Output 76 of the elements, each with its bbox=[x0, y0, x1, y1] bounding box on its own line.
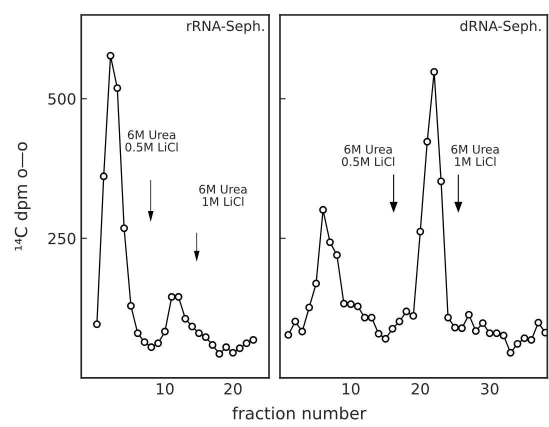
point bbox=[326, 238, 334, 246]
annotation: 6M Urea 1M LiCl bbox=[199, 184, 247, 206]
point bbox=[451, 324, 459, 332]
point bbox=[120, 224, 128, 232]
point bbox=[202, 333, 210, 342]
point bbox=[215, 350, 224, 358]
y-axis-title: ¹⁴C dpm o—o bbox=[14, 142, 31, 250]
chart-title: rRNA-Seph. bbox=[187, 20, 264, 34]
point bbox=[93, 320, 101, 328]
point bbox=[319, 206, 327, 214]
point bbox=[416, 228, 424, 236]
point bbox=[161, 328, 169, 336]
point bbox=[174, 293, 182, 301]
x-tick-label: 20 bbox=[412, 383, 429, 395]
x-tick-label: 30 bbox=[481, 383, 498, 395]
point bbox=[396, 318, 404, 326]
point bbox=[388, 324, 396, 333]
point bbox=[423, 138, 432, 146]
x-axis-title: fraction number bbox=[232, 406, 366, 420]
annotation: 6M Urea 0.5M LiCl bbox=[342, 144, 394, 166]
point bbox=[506, 348, 514, 357]
point bbox=[514, 340, 522, 348]
point bbox=[249, 336, 258, 344]
point bbox=[478, 319, 487, 328]
point bbox=[340, 300, 348, 308]
x-tick-label: 10 bbox=[342, 383, 360, 395]
point bbox=[458, 324, 466, 332]
point bbox=[444, 314, 452, 322]
point bbox=[284, 331, 292, 339]
point bbox=[464, 310, 473, 319]
point bbox=[527, 336, 536, 344]
x-tick-label: 20 bbox=[224, 383, 242, 395]
point bbox=[291, 318, 300, 326]
point bbox=[500, 332, 508, 340]
point bbox=[430, 68, 438, 76]
point bbox=[520, 334, 528, 342]
point bbox=[298, 328, 306, 336]
point bbox=[106, 52, 114, 60]
point bbox=[147, 343, 156, 352]
point bbox=[154, 339, 162, 348]
annotation: 6M Urea 1M LiCl bbox=[451, 144, 499, 166]
point bbox=[134, 329, 142, 338]
point bbox=[236, 344, 244, 352]
point bbox=[486, 329, 494, 338]
point bbox=[113, 84, 122, 92]
point bbox=[382, 334, 390, 343]
point bbox=[140, 338, 148, 346]
point bbox=[534, 318, 542, 327]
point bbox=[242, 339, 250, 348]
point bbox=[100, 172, 108, 180]
point bbox=[222, 343, 230, 352]
y-tick-label: 500 bbox=[48, 93, 76, 105]
x-tick-label: 10 bbox=[156, 383, 174, 395]
point bbox=[195, 329, 203, 338]
point bbox=[437, 177, 445, 186]
point bbox=[312, 280, 320, 288]
point bbox=[492, 329, 501, 338]
point bbox=[402, 308, 410, 316]
point bbox=[472, 327, 480, 335]
point bbox=[409, 312, 418, 320]
point bbox=[374, 330, 382, 338]
point bbox=[188, 322, 196, 330]
point bbox=[360, 314, 369, 322]
chart-title: dRNA-Seph. bbox=[460, 20, 541, 34]
point bbox=[305, 304, 314, 312]
point bbox=[229, 348, 237, 357]
point bbox=[368, 314, 376, 322]
point bbox=[354, 302, 362, 310]
y-tick-label: 250 bbox=[48, 232, 76, 244]
point bbox=[127, 302, 135, 310]
point bbox=[346, 300, 355, 308]
point bbox=[181, 314, 190, 323]
point bbox=[168, 293, 176, 301]
point bbox=[333, 251, 341, 259]
annotation: 6M Urea 0.5M LiCl bbox=[125, 130, 178, 152]
point bbox=[208, 341, 216, 349]
